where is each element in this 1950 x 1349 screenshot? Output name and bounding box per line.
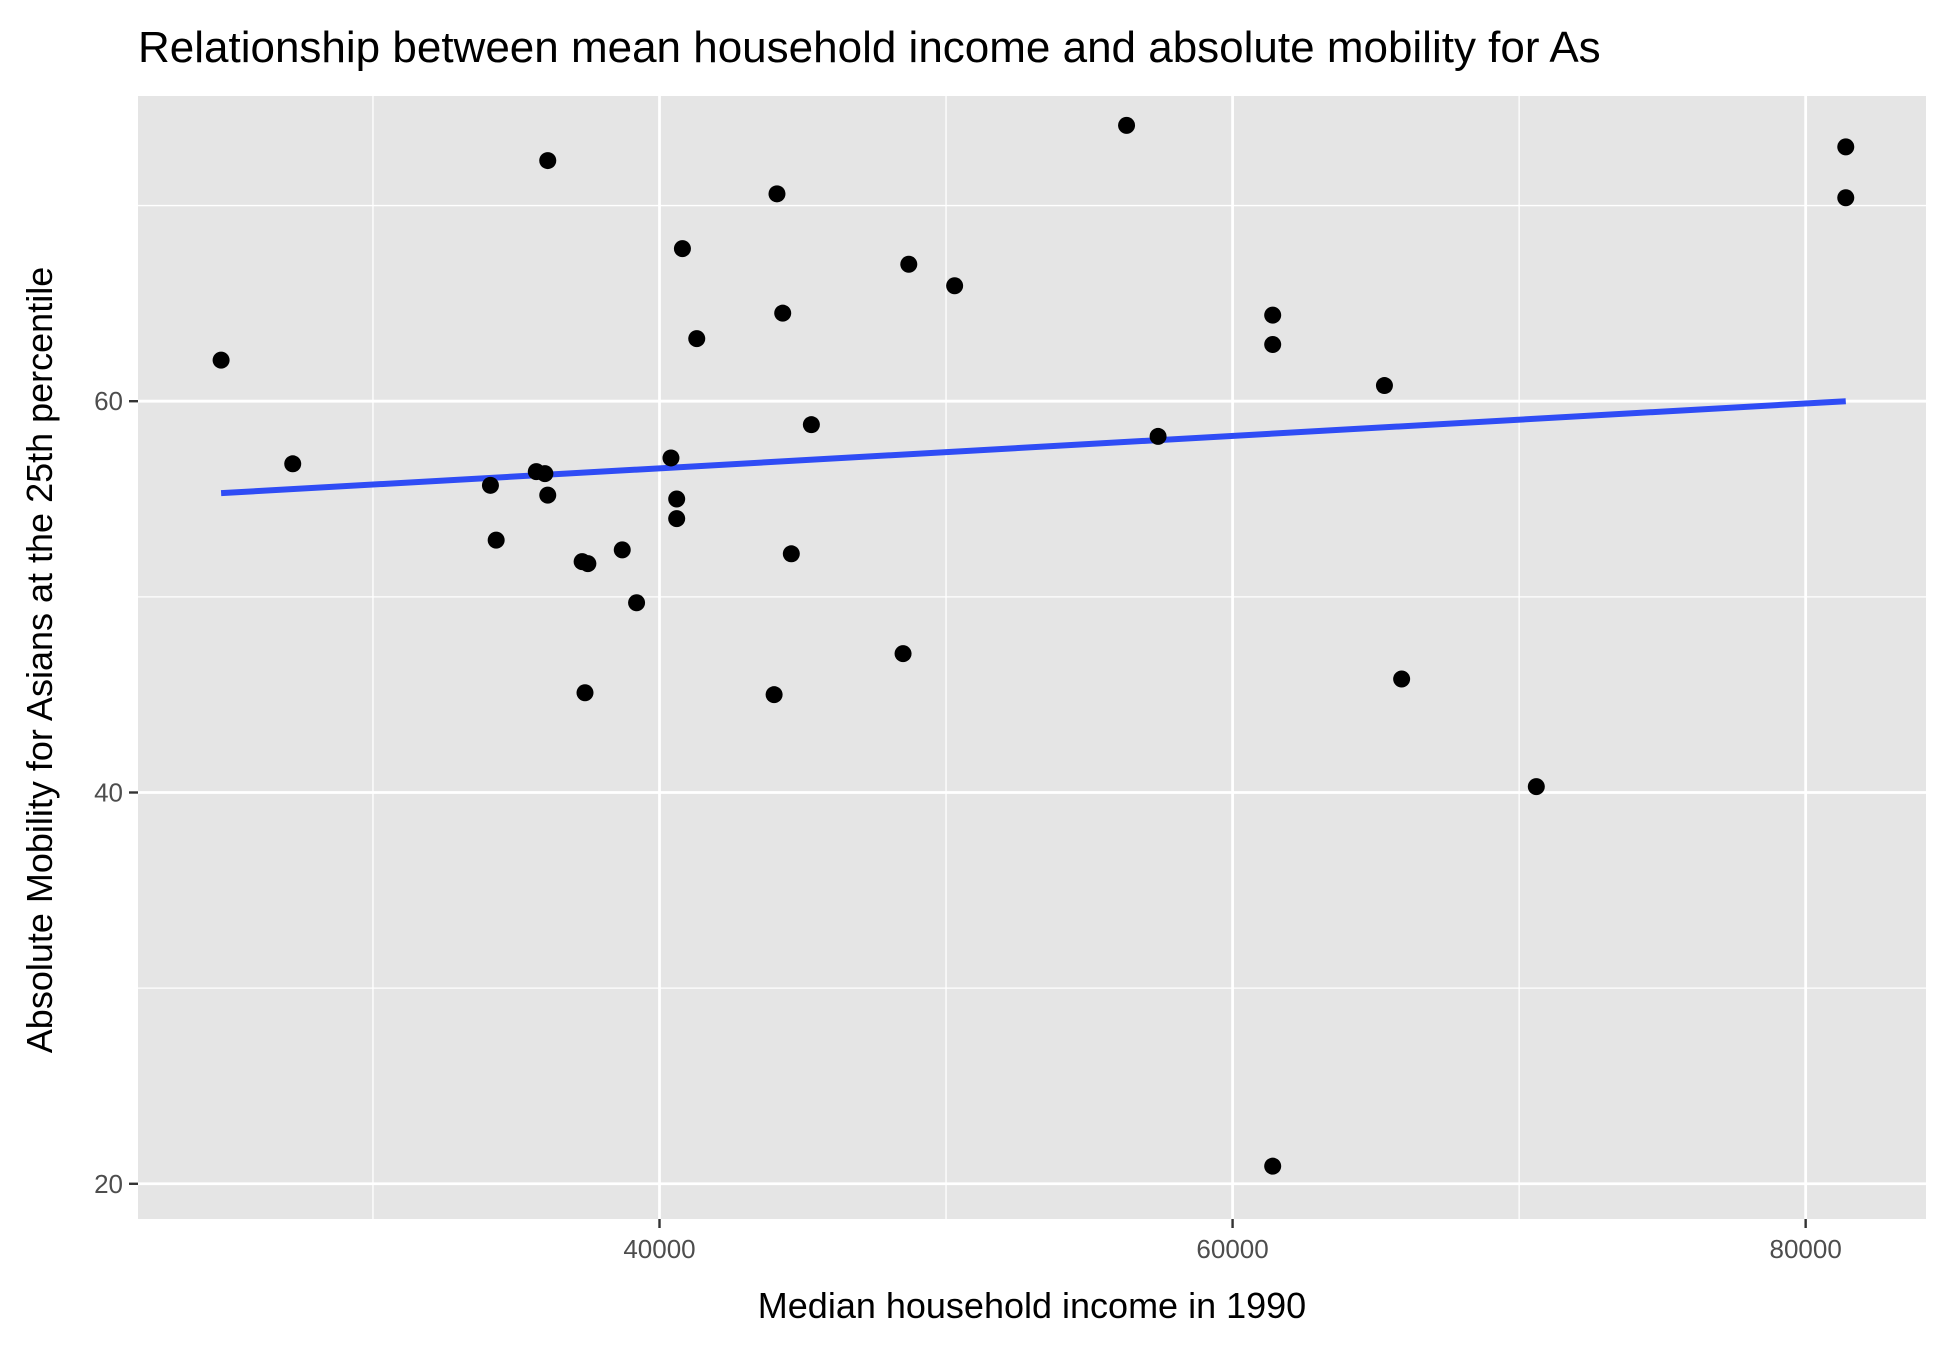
y-axis: 20 40 60 [94,386,138,1199]
x-tick-label: 40000 [623,1234,695,1264]
x-axis: 40000 60000 80000 [623,1219,1842,1264]
data-point [536,465,554,483]
data-point [662,449,680,467]
plot-panel [138,96,1926,1219]
data-point [1118,116,1136,134]
data-point [668,510,686,528]
data-point [900,255,918,273]
x-tick-label: 60000 [1196,1234,1268,1264]
data-point [1375,377,1393,395]
y-tick-label: 60 [94,386,123,416]
data-points [212,116,1855,1175]
data-point [673,240,691,258]
data-point [481,476,499,494]
data-point [1264,306,1282,324]
y-axis-title: Absolute Mobility for Asians at the 25th… [19,267,60,1053]
data-point [628,594,646,612]
data-point [539,152,557,170]
data-point [1837,138,1855,156]
data-point [1264,1157,1282,1175]
data-point [1837,189,1855,207]
data-point [1527,778,1545,796]
y-tick-label: 20 [94,1169,123,1199]
data-point [688,330,706,348]
data-point [894,645,912,663]
data-point [782,545,800,563]
data-point [576,684,594,702]
data-point [774,304,792,322]
data-point [1264,335,1282,353]
x-tick-label: 80000 [1769,1234,1841,1264]
data-point [613,541,631,559]
data-point [1149,427,1167,445]
data-point [284,455,302,473]
data-point [579,555,597,573]
chart-title: Relationship between mean household inco… [138,23,1601,72]
data-point [1393,670,1411,688]
major-gridlines [138,96,1926,1219]
x-axis-title: Median household income in 1990 [758,1285,1306,1326]
data-point [768,185,786,203]
data-point [212,351,230,369]
data-point [539,486,557,504]
minor-gridlines [138,96,1926,1219]
data-point [487,531,505,549]
data-point [802,416,820,434]
y-tick-label: 40 [94,777,123,807]
data-point [668,490,686,508]
data-point [946,277,964,295]
data-point [765,686,783,704]
